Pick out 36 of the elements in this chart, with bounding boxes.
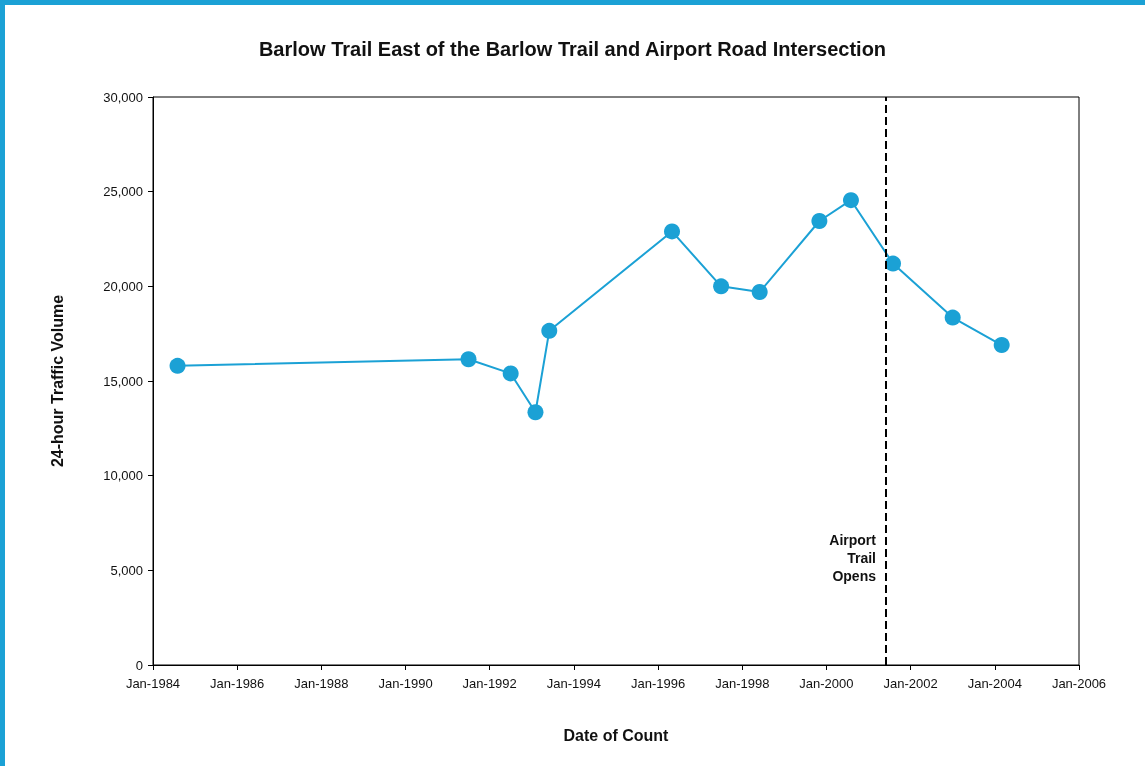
x-tick-label: Jan-1990 [378,676,433,691]
point [527,404,544,421]
point [713,278,730,295]
y-tick-label: 5,000 [110,562,143,578]
point [460,351,477,368]
chart-title: Barlow Trail East of the Barlow Trail and Airport Road Intersection [258,38,887,60]
x-tick-label: Jan-2006 [1051,676,1107,691]
x-tick-label: Jan-1986 [210,676,265,691]
y-axis-title: 24-hour Traffic Volume [48,294,66,468]
y-tick-label: 15,000 [103,373,143,389]
point [664,223,680,240]
y-tick-label: 30,000 [103,89,143,105]
point [541,322,558,339]
y-tick-label: 20,000 [103,278,143,294]
point [842,192,859,209]
point [944,309,961,326]
x-tick-label: Jan-1988 [294,676,349,691]
point [751,284,768,301]
x-tick-label: Jan-2000 [799,676,854,691]
point [169,357,186,374]
ref-line-label: Airport Trail Opens [829,532,877,585]
point [993,337,1010,354]
x-tick-label: Jan-1994 [546,676,602,691]
point [811,213,828,230]
x-tick-label: Jan-1996 [630,676,686,691]
x-tick-label: Jan-1984 [125,676,181,691]
y-tick-label: 25,000 [103,184,143,200]
x-tick-label: Jan-1992 [462,676,517,691]
x-axis-title: Date of Count [563,726,670,744]
x-tick-label: Jan-1998 [715,676,770,691]
x-tick-label: Jan-2004 [967,676,1022,691]
x-tick-label: Jan-2002 [883,676,938,691]
point [502,365,519,382]
y-tick-label: 0 [135,657,143,673]
y-tick-label: 10,000 [103,468,143,484]
point [885,255,902,272]
